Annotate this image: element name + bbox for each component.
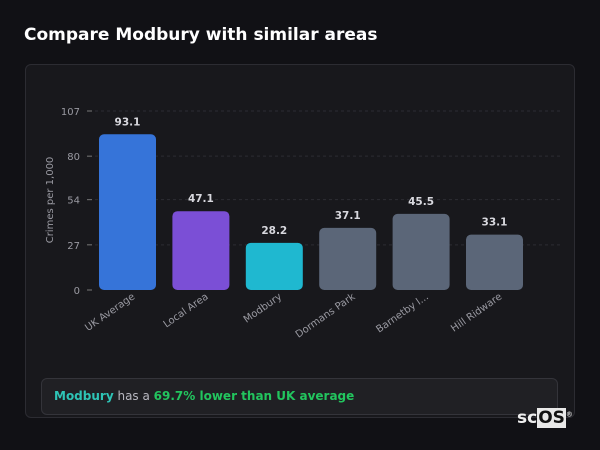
x-tick-label: UK Average [83,291,137,333]
summary-box: Modbury has a 69.7% lower than UK averag… [41,378,558,415]
y-tick-label: 54 [67,196,80,207]
x-tick-label: Dormans Park [294,291,358,340]
bar-modbury [245,242,303,290]
data-label: 93.1 [115,116,141,128]
data-label: 28.2 [261,225,287,237]
data-label: 37.1 [335,210,361,222]
bar-uk-average [99,134,156,290]
y-axis-label: Crimes per 1,000 [45,157,56,244]
y-tick-label: 107 [61,107,80,118]
bar-hill-ridware [466,234,523,290]
x-tick-label: Modbury [242,291,284,325]
data-label: 33.1 [482,217,508,229]
y-tick-label: 80 [67,152,80,163]
x-tick-label: Hill Ridware [449,291,504,334]
x-tick-label: Barnetby l... [374,291,430,335]
y-tick-label: 27 [67,241,80,252]
scos-logo: scOS® [517,408,573,428]
summary-comparison: 69.7% lower than UK average [153,389,355,403]
x-tick-label: Local Area [162,291,211,330]
bar-dormans-park [319,227,377,290]
y-tick-label: 0 [74,286,80,297]
summary-area: Modbury [54,389,114,403]
page-title: Compare Modbury with similar areas [24,25,378,45]
data-label: 47.1 [188,193,214,205]
bar-local-area [172,211,230,290]
data-label: 45.5 [408,196,434,208]
bar-barnetby-l- [392,213,450,290]
summary-text: has a [113,389,154,403]
